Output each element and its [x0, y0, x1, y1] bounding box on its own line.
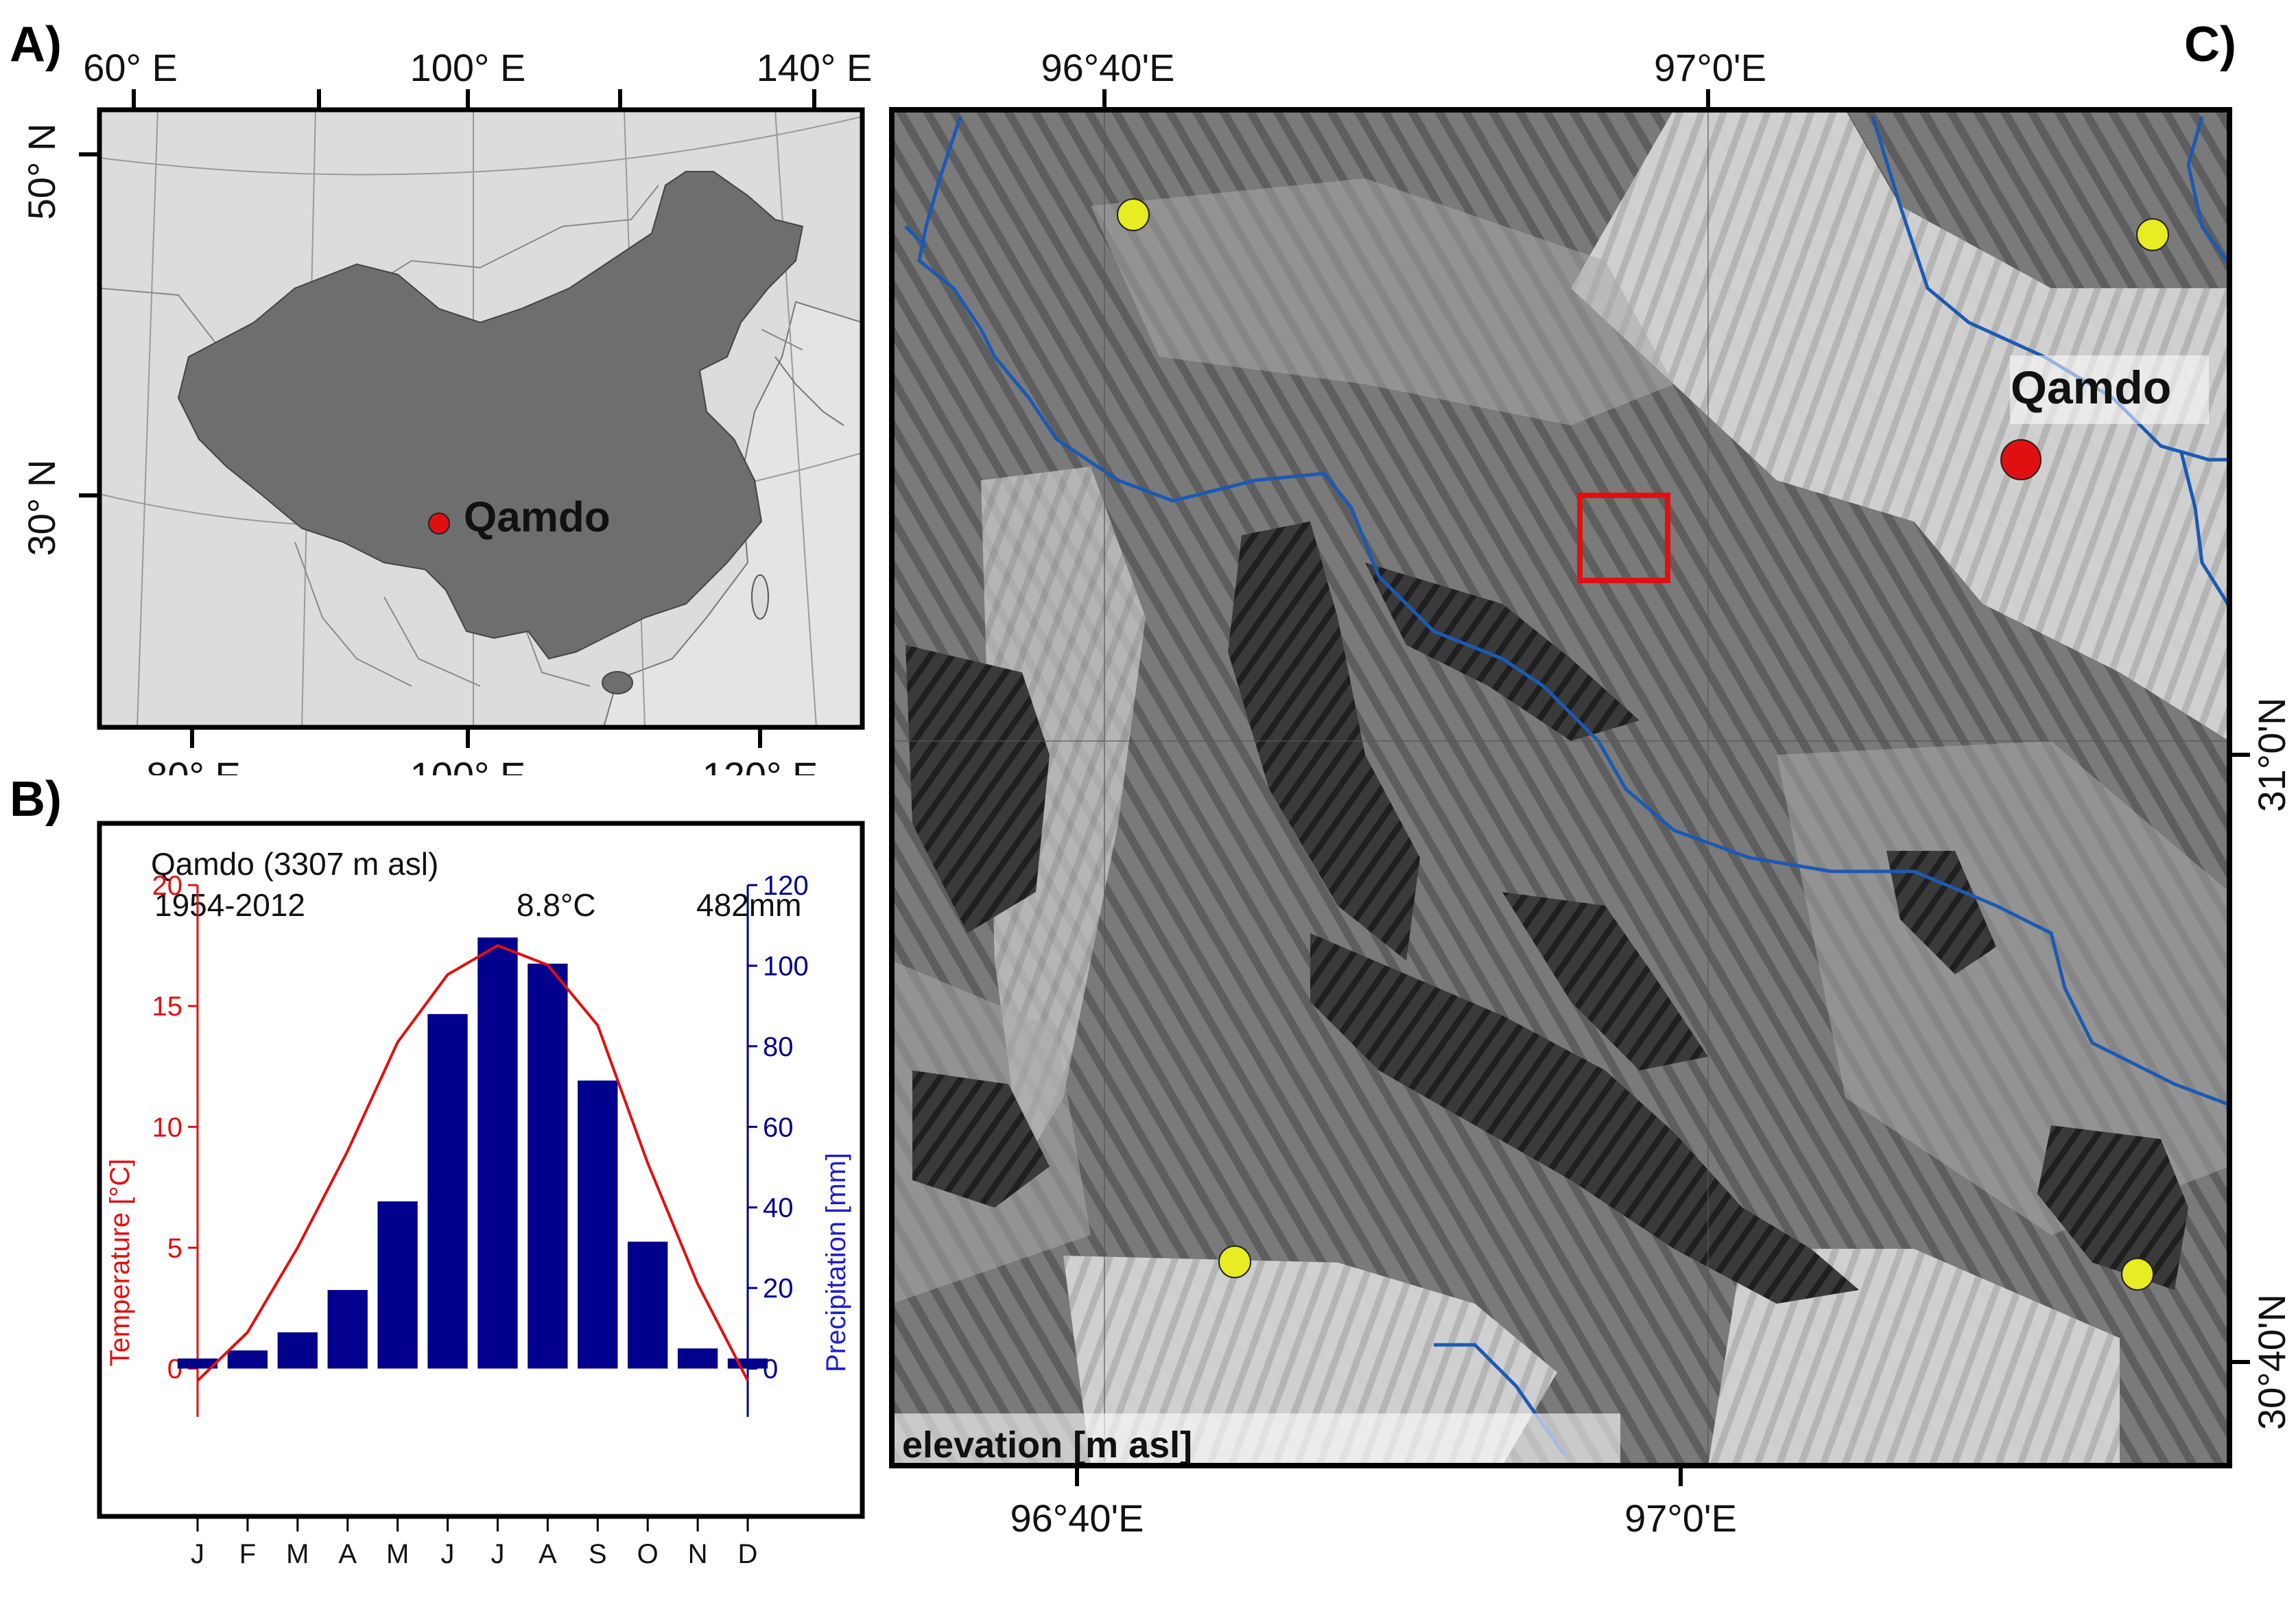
- left-tick-50n: 50° N: [20, 124, 63, 220]
- climate-period: 1954-2012: [154, 887, 305, 923]
- scale-bar: 10km: [1996, 1468, 2188, 1522]
- topo-top-tick-97-0: 97°0'E: [1654, 46, 1766, 89]
- top-tick-140e: 140° E: [757, 46, 873, 89]
- temperature-line: [196, 943, 749, 1382]
- topo-right-tick-30-40: 30°40'N: [2250, 1294, 2293, 1430]
- month-label: A: [338, 1539, 357, 1569]
- qamdo-site-marker: [428, 513, 450, 535]
- top-tick-60e: 60° E: [83, 46, 178, 89]
- hainan-island: [602, 671, 633, 694]
- station-marker-se: [2121, 1258, 2154, 1291]
- panel-a-letter: A): [10, 17, 62, 72]
- month-label: A: [539, 1539, 557, 1569]
- qamdo-site-label: Qamdo: [464, 493, 611, 541]
- bottom-tick-80e: 80° E: [146, 754, 241, 775]
- topo-top-tick-96-40: 96°40'E: [1041, 46, 1174, 89]
- overview-ticks: [79, 89, 816, 748]
- month-label: N: [688, 1539, 708, 1569]
- precipitation-bar: [628, 1241, 668, 1369]
- climate-stations: [1117, 198, 2169, 1291]
- month-label: O: [637, 1539, 659, 1569]
- topo-bottom-tick-97-0: 97°0'E: [1624, 1496, 1737, 1540]
- precipitation-bar: [377, 1201, 418, 1369]
- precipitation-bar: [477, 937, 518, 1369]
- city-marker: [2000, 439, 2041, 480]
- topo-bottom-tick-96-40: 96°40'E: [1010, 1496, 1144, 1540]
- precipitation-bar: [227, 1350, 268, 1369]
- precipitation-bar: [528, 963, 568, 1369]
- overview-map-frame: [97, 107, 865, 730]
- precipitation-tick-label: 80: [763, 1032, 794, 1062]
- legend-swatch: [912, 1482, 960, 1522]
- precipitation-bar: [427, 1013, 468, 1369]
- china-mainland: [177, 171, 804, 660]
- month-label: D: [738, 1539, 758, 1569]
- month-label: S: [589, 1539, 607, 1569]
- month-label: J: [490, 1539, 504, 1569]
- bottom-tick-100e: 100° E: [410, 754, 526, 775]
- precipitation-tick-label: 20: [763, 1273, 794, 1304]
- left-tick-30n: 30° N: [20, 460, 63, 556]
- legend-swatch: [1557, 1482, 1605, 1522]
- climate-diagram: Qamdo (3307 m asl) 1954-2012 8.8°C 482mm…: [97, 821, 865, 1569]
- elevation-legend: elevation [m asl]: [893, 1413, 1620, 1466]
- study-area-box: [1577, 493, 1670, 583]
- elevation-zone-5001-6000: [906, 521, 2188, 1304]
- precipitation-tick-label: 40: [763, 1193, 794, 1223]
- taiwan-island: [751, 574, 769, 620]
- precipitation-bar: [727, 1358, 768, 1369]
- temperature-tick-label: 20: [152, 871, 183, 901]
- japan-coast: [774, 356, 844, 426]
- scale-label: 10km: [2044, 1468, 2121, 1504]
- top-tick-100e: 100° E: [410, 46, 526, 89]
- precipitation-bar: [327, 1290, 368, 1369]
- topo-right-tick-31-0: 31°0'N: [2250, 698, 2293, 812]
- precipitation-bar: [177, 1358, 218, 1369]
- topo-ticks: [1075, 89, 2250, 1486]
- month-label: J: [191, 1539, 204, 1569]
- legend-swatch: [1876, 1482, 1924, 1522]
- climate-annual-precip: 482mm: [696, 887, 801, 923]
- city-label: Qamdo: [2011, 362, 2171, 414]
- precipitation-bar: [277, 1332, 318, 1369]
- month-label: M: [386, 1539, 409, 1569]
- precipitation-axis-label: Precipitation [mm]: [821, 1153, 851, 1372]
- precipitation-tick-label: 60: [763, 1112, 794, 1142]
- month-label: M: [286, 1539, 309, 1569]
- precipitation-bar: [578, 1080, 618, 1369]
- temperature-axis-label: Temperature [°C]: [105, 1159, 135, 1367]
- elevation-zone-3001-3700: [981, 110, 2229, 1466]
- station-marker-nw: [1117, 198, 1150, 231]
- city-label-halo: [2010, 355, 2209, 424]
- legend-item-label: 5001 - 6000: [1937, 1486, 2105, 1521]
- map-graticule: [892, 110, 2229, 1466]
- climate-station: Qamdo (3307 m asl): [151, 846, 438, 882]
- legend-title: elevation [m asl]: [902, 1424, 1192, 1466]
- month-label: J: [441, 1539, 455, 1569]
- topographic-map: Qamdo elevation [m asl] 3001 - 3700 3701 …: [889, 46, 2293, 1540]
- station-marker-sw: [1218, 1245, 1251, 1278]
- precipitation-tick-label: 100: [763, 951, 809, 981]
- station-marker-ne: [2136, 218, 2169, 251]
- climate-mean-temp: 8.8°C: [517, 887, 596, 923]
- overview-map: Qamdo 60° E 100° E 140° E 80° E 100° E 1…: [20, 46, 873, 775]
- panel-c-letter: C): [2184, 17, 2236, 72]
- legend-swatch: [1228, 1482, 1276, 1522]
- topographic-map-frame: [889, 107, 2232, 1468]
- panel-b-letter: B): [10, 772, 62, 827]
- temperature-tick-label: 5: [167, 1233, 182, 1263]
- bottom-tick-120e: 120° E: [702, 754, 818, 775]
- legend-item-label: 3701 - 4400: [1288, 1486, 1457, 1521]
- legend-title-box: [893, 1413, 1620, 1466]
- precipitation-bar: [677, 1348, 718, 1369]
- precipitation-tick-label: 120: [763, 871, 809, 901]
- month-label: F: [239, 1539, 256, 1569]
- temperature-tick-label: 10: [152, 1112, 183, 1142]
- temperature-tick-label: 15: [152, 991, 183, 1022]
